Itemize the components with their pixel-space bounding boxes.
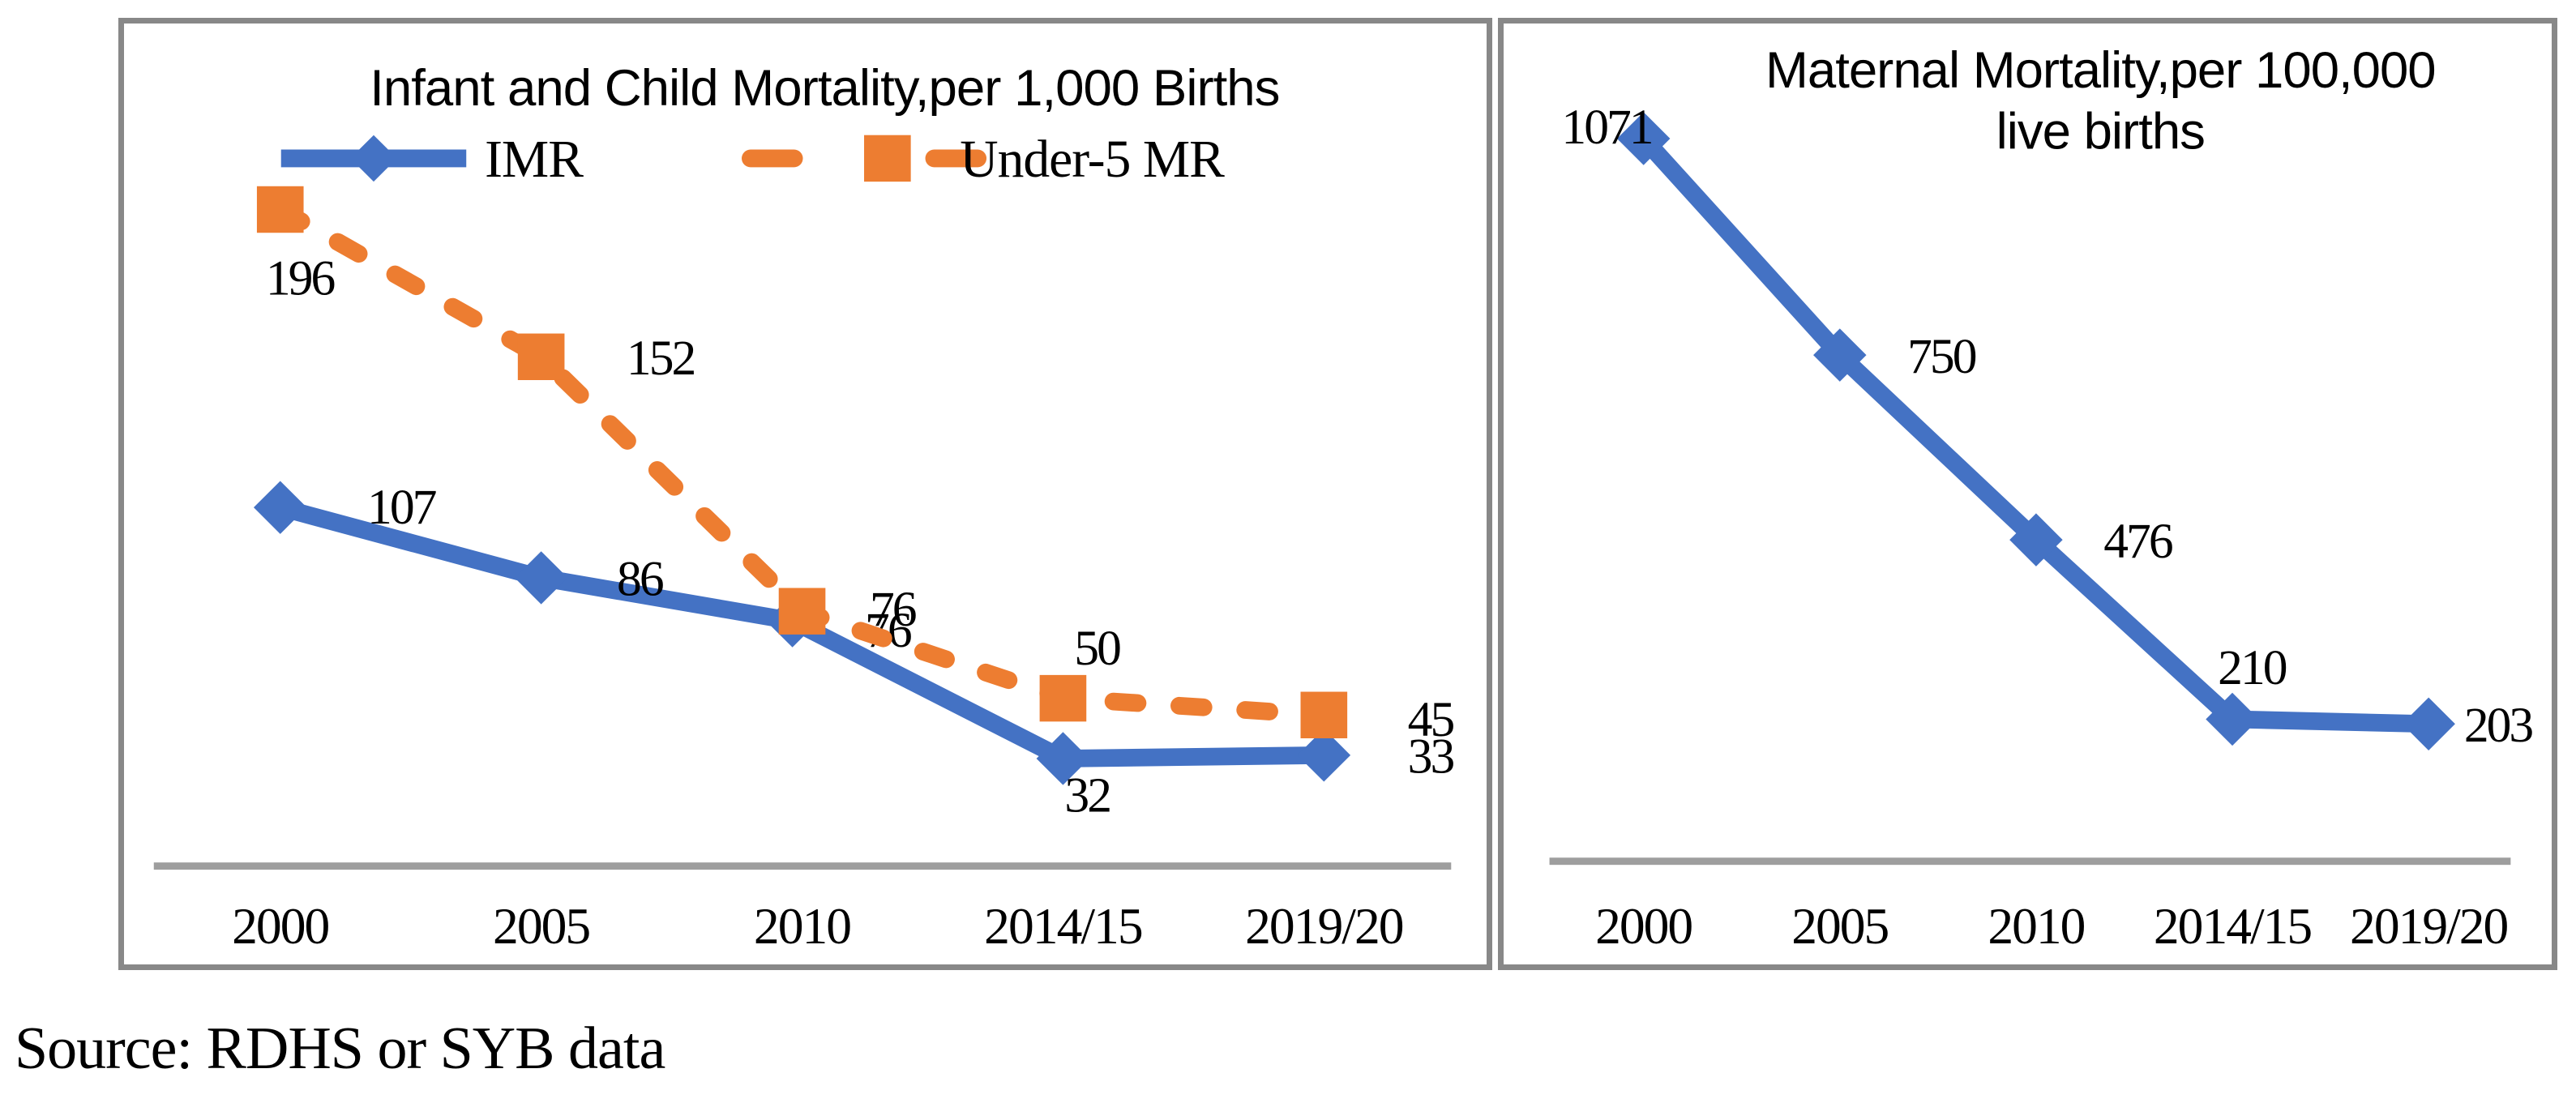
data-label: 32: [1064, 767, 1110, 823]
x-tick-label: 2000: [1595, 897, 1692, 955]
data-label: 86: [617, 552, 663, 607]
data-point-marker: [778, 588, 826, 635]
data-point-marker: [1300, 691, 1348, 738]
x-tick-label: 2019/20: [2350, 897, 2507, 955]
x-axis-line: [153, 862, 1452, 870]
x-axis-line: [1549, 857, 2511, 866]
legend-label: IMR: [485, 130, 584, 189]
series-line-under-5-mr: [271, 200, 1333, 725]
maternal-mortality-chart-panel: Maternal Mortality,per 100,000 live birth…: [1498, 18, 2557, 970]
data-label: 50: [1074, 621, 1120, 676]
data-point-marker: [517, 333, 565, 380]
source-note: Source: RDHS or SYB data: [15, 1015, 665, 1082]
chart-title-line: Maternal Mortality,per 100,000: [1765, 42, 2436, 99]
x-tick-label: 2014/15: [984, 897, 1142, 955]
data-label: 1071: [1561, 100, 1651, 155]
x-tick-label: 2010: [1988, 897, 2084, 955]
data-label: 476: [2103, 514, 2172, 569]
data-label: 203: [2464, 698, 2533, 753]
x-tick-label: 2014/15: [2154, 897, 2311, 955]
infant-child-mortality-chart-panel: Infant and Child Mortality,per 1,000 Bir…: [118, 18, 1492, 970]
x-tick-label: 2000: [232, 897, 328, 955]
x-tick-label: 2019/20: [1245, 897, 1403, 955]
data-point-marker: [2402, 697, 2455, 750]
legend-diamond-marker: [350, 135, 397, 182]
data-label: 750: [1907, 329, 1976, 384]
data-label: 76: [870, 582, 916, 637]
data-point-marker: [2206, 692, 2259, 746]
data-point-marker: [1616, 112, 1671, 165]
data-label: 107: [367, 480, 436, 535]
data-point-marker: [1036, 732, 1090, 785]
data-point-marker: [1039, 674, 1087, 722]
x-tick-label: 2005: [1791, 897, 1888, 955]
chart-title-line: live births: [1996, 104, 2205, 160]
x-tick-label: 2010: [754, 897, 850, 955]
data-point-marker: [1813, 328, 1867, 382]
legend-square-marker: [864, 135, 911, 182]
series-line-maternal-mortality: [1634, 130, 2438, 733]
chart-title-line: Infant and Child Mortality,per 1,000 Bir…: [370, 60, 1279, 117]
infant-child-mortality-chart: Infant and Child Mortality,per 1,000 Bir…: [153, 60, 1456, 955]
data-point-marker: [256, 186, 304, 233]
data-point-marker: [253, 481, 307, 534]
data-label: 196: [266, 251, 335, 306]
data-point-marker: [2009, 513, 2063, 566]
data-label: 210: [2218, 640, 2287, 695]
legend-label: Under-5 MR: [960, 130, 1225, 189]
data-label: 152: [627, 331, 695, 386]
data-point-marker: [514, 551, 568, 605]
x-tick-label: 2005: [493, 897, 589, 955]
data-label: 45: [1408, 692, 1454, 747]
data-label: 33: [1408, 729, 1454, 784]
